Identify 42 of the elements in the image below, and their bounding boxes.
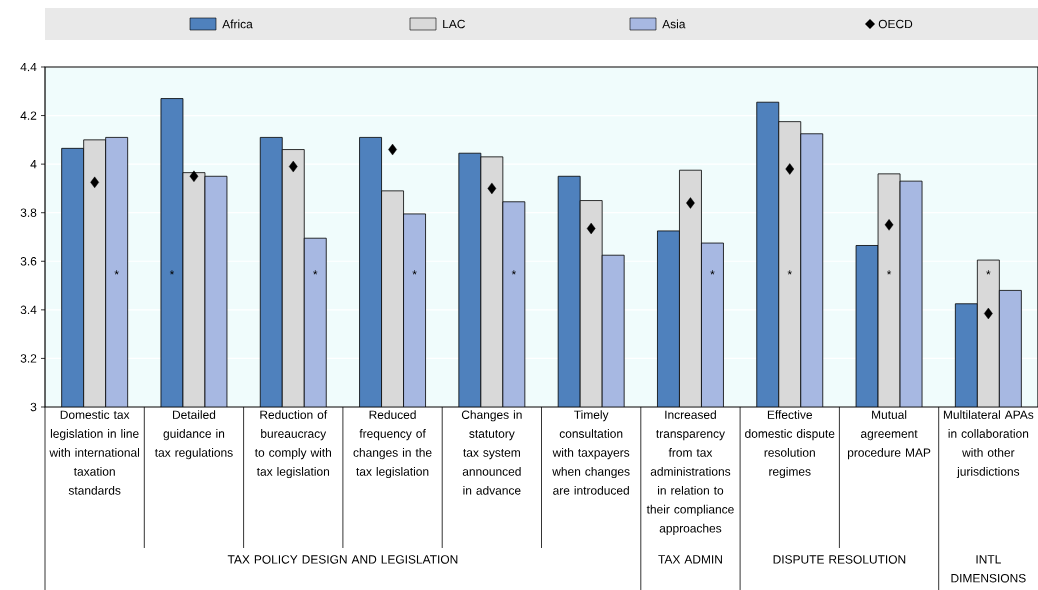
legend-label: Africa [222,19,253,29]
data-label: * [114,270,119,275]
y-tick-label: 3.2 [20,354,37,363]
y-tick-label: 4 [30,160,37,169]
point [189,170,199,182]
y-tick-label: 4.4 [20,62,37,72]
y-tick-label: 3 [30,402,37,412]
text: TAX ADMIN [658,555,722,564]
data-label: * [710,270,715,275]
y-tick-label: 3.8 [20,208,37,217]
x-tick-label: Reduced frequency of changes in the tax legislation [353,410,432,479]
y-tick-label: 3.6 [20,257,37,266]
data-label: * [787,270,792,275]
legend-label: LAC [443,19,465,29]
x-tick-label: Changes in statutory tax system announced in advance [461,410,522,495]
point [785,163,795,175]
legend-label: Asia [662,19,686,29]
x-tick-label: Timely consultation with taxpayers when changes are introduced [552,410,630,495]
data-label: * [986,270,991,275]
point [884,219,894,231]
x-tick-label: Domestic tax legislation in line with international taxation standards [49,410,140,495]
y-tick-label: 3.4 [20,305,37,315]
legend-label: OECD [878,19,913,29]
text: DISPUTE RESOLUTION [773,555,906,564]
x-tick-label: Multilateral APAs in collaboration with other jurisdictions [943,410,1034,479]
text: INTL DIMENSIONS [951,555,1026,583]
point [686,197,695,209]
y-tick-label: 4.2 [20,111,37,120]
data-label: * [511,270,516,275]
x-tick-label: Mutual agreement procedure MAP [847,410,931,460]
data-label: * [313,270,318,275]
x-tick-label: Detailed guidance in tax regulations [154,410,233,460]
data-label: * [169,270,175,275]
x-tick-label: Increased transparency from tax administrations in relation to their compliance approaches [646,410,734,535]
point [586,222,596,235]
data-label: * [412,270,417,275]
x-tick-label: Effective domestic dispute resolution regimes [745,410,835,479]
point [288,160,298,173]
data-label: * [886,270,892,275]
point [487,182,497,195]
x-tick-label: Reduction of bureaucracy to comply with tax legislation [254,410,331,479]
text: TAX POLICY DESIGN AND LEGISLATION [227,555,458,564]
